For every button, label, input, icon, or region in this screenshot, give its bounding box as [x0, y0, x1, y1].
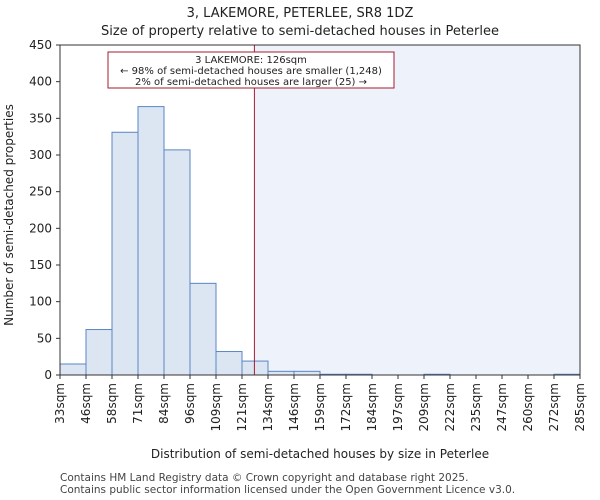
x-tick-label: 71sqm: [131, 383, 145, 424]
x-tick-label: 134sqm: [261, 383, 275, 431]
x-tick-label: 109sqm: [209, 383, 223, 431]
x-tick-label: 58sqm: [105, 383, 119, 424]
x-tick-label: 172sqm: [339, 383, 353, 431]
footer-line-2: Contains public sector information licen…: [60, 484, 516, 496]
bar: [293, 370, 321, 376]
x-axis: 33sqm 46sqm 58sqm 71sqm 84sqm 96sqm 109sqm 121s…: [53, 375, 587, 431]
y-tick-label: 350: [29, 111, 52, 125]
bar: [241, 360, 269, 376]
x-tick-label: 285sqm: [573, 383, 587, 431]
x-tick-label: 46sqm: [79, 383, 93, 424]
x-tick-label: 247sqm: [495, 383, 509, 431]
bars-group: [59, 106, 581, 376]
y-tick-label: 150: [29, 258, 52, 272]
y-tick-label: 100: [29, 295, 52, 309]
annotation-line-3: 2% of semi-detached houses are larger (2…: [135, 77, 367, 88]
larger-region-shading: [254, 45, 580, 375]
bar: [267, 370, 295, 376]
annotation-line-1: 3 LAKEMORE: 126sqm: [195, 55, 307, 66]
chart-title: 3, LAKEMORE, PETERLEE, SR8 1DZ: [186, 6, 414, 21]
x-tick-label: 209sqm: [417, 383, 431, 431]
y-axis-label: Number of semi-detached properties: [2, 104, 16, 326]
x-tick-label: 84sqm: [157, 383, 171, 424]
bar: [111, 131, 139, 376]
bar: [215, 351, 243, 376]
bar: [85, 329, 113, 376]
bar: [163, 149, 191, 376]
annotation-line-2: ← 98% of semi-detached houses are smalle…: [120, 66, 382, 77]
bar: [59, 363, 87, 376]
footer-line-1: Contains HM Land Registry data © Crown c…: [60, 472, 469, 484]
x-tick-label: 33sqm: [53, 383, 67, 424]
x-tick-label: 184sqm: [365, 383, 379, 431]
y-tick-label: 50: [37, 331, 52, 345]
x-tick-label: 96sqm: [183, 383, 197, 424]
annotation-border: [107, 51, 395, 89]
y-axis: 0 50 100 150 200 250 300 350 400 450: [29, 38, 60, 382]
y-tick-label: 300: [29, 148, 52, 162]
x-tick-label: 222sqm: [443, 383, 457, 431]
bar: [137, 106, 165, 376]
x-tick-label: 121sqm: [235, 383, 249, 431]
y-tick-label: 200: [29, 221, 52, 235]
y-tick-label: 400: [29, 75, 52, 89]
x-tick-label: 197sqm: [391, 383, 405, 431]
plot-frame: [59, 44, 581, 376]
x-tick-label: 272sqm: [547, 383, 561, 431]
annotation-box: 3 LAKEMORE: 126sqm ← 98% of semi-detache…: [107, 51, 395, 89]
bar: [189, 282, 217, 376]
y-tick-label: 0: [44, 368, 52, 382]
chart-subtitle: Size of property relative to semi-detach…: [101, 24, 499, 39]
y-tick-label: 250: [29, 185, 52, 199]
x-tick-label: 146sqm: [287, 383, 301, 431]
x-tick-label: 159sqm: [313, 383, 327, 431]
y-tick-label: 450: [29, 38, 52, 52]
x-tick-label: 235sqm: [469, 383, 483, 431]
x-tick-label: 260sqm: [521, 383, 535, 431]
histogram-chart: 0 50 100 150 200 250 300 350 400 450 33sqm 46sqm 58…: [2, 38, 587, 461]
x-axis-label: Distribution of semi-detached houses by …: [151, 447, 489, 461]
